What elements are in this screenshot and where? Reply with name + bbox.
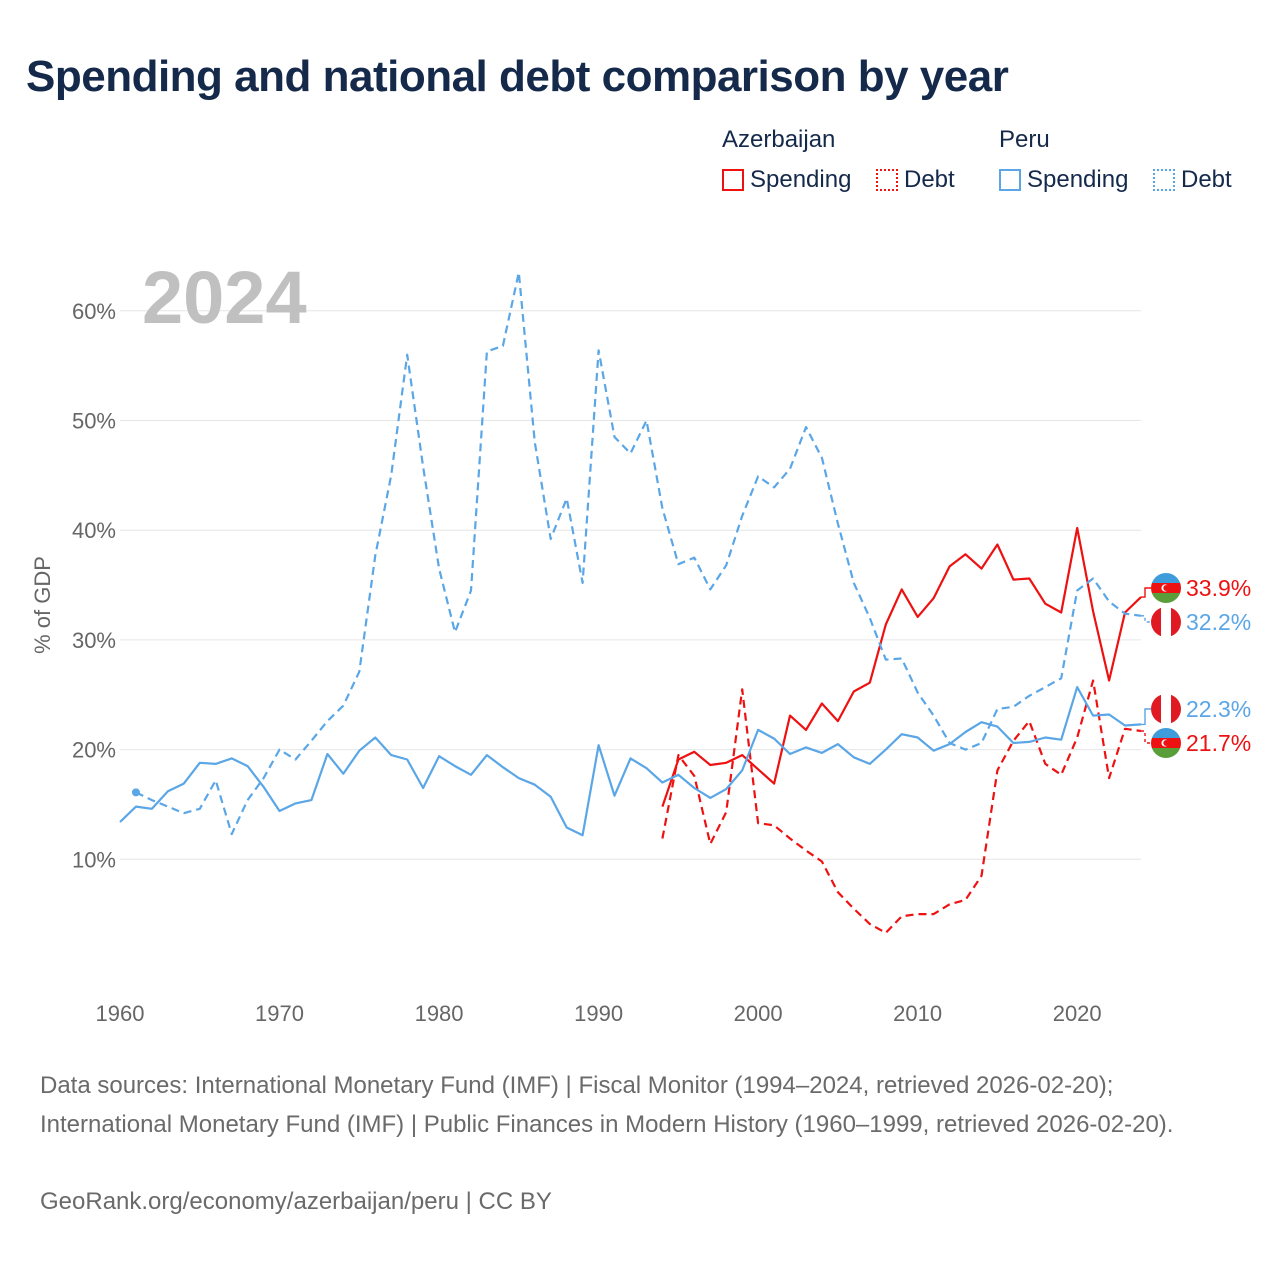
x-tick-label: 2000 [734, 1001, 783, 1026]
chart-title: Spending and national debt comparison by… [26, 52, 1009, 101]
peru-flag-icon [1151, 607, 1181, 637]
legend-item-peru-spending[interactable]: Spending [999, 166, 1128, 194]
legend-label: Spending [1027, 166, 1129, 193]
y-axis-label: % of GDP [30, 556, 55, 654]
x-tick-label: 1980 [415, 1001, 464, 1026]
end-label-peru-debt: 32.2% [1186, 609, 1251, 635]
x-tick-label: 1960 [96, 1001, 145, 1026]
series-start-marker [131, 788, 140, 797]
end-label-connector [1141, 730, 1151, 744]
legend-swatch-dotted [876, 169, 898, 191]
year-watermark: 2024 [142, 256, 307, 339]
legend-item-peru-debt[interactable]: Debt [1153, 166, 1232, 194]
series-line-azerbaijan-debt[interactable] [661, 679, 1142, 934]
y-tick-label: 10% [72, 847, 116, 872]
legend-group-peru: Peru [999, 126, 1050, 153]
line-chart: 2024 10% 20% 30% 40% 50% 60% 1960 1970 1980 1990… [30, 256, 1251, 1026]
x-tick-label: 1970 [255, 1001, 304, 1026]
end-label-azerbaijan-debt: 21.7% [1186, 730, 1251, 756]
series-line-azerbaijan-spending[interactable] [661, 526, 1142, 807]
y-tick-label: 30% [72, 628, 116, 653]
y-tick-label: 20% [72, 738, 116, 763]
end-label-connector [1141, 708, 1151, 726]
azerbaijan-flag-icon [1151, 573, 1181, 603]
y-tick-label: 60% [72, 299, 116, 324]
azerbaijan-flag-icon [1151, 728, 1181, 758]
legend-item-azerbaijan-debt[interactable]: Debt [876, 166, 955, 194]
x-tick-label: 1990 [574, 1001, 623, 1026]
end-label-connector [1141, 587, 1151, 598]
end-label-connector [1141, 615, 1151, 623]
peru-flag-icon [1151, 694, 1181, 724]
y-tick-label: 50% [72, 409, 116, 434]
series-line-peru-debt[interactable] [135, 271, 1142, 836]
legend-item-azerbaijan-spending[interactable]: Spending [722, 166, 851, 194]
legend-swatch-dotted [1153, 169, 1175, 191]
legend-swatch-solid [999, 169, 1021, 191]
legend-label: Debt [1181, 166, 1232, 193]
data-sources-note: Data sources: International Monetary Fun… [40, 1072, 1174, 1138]
legend-label: Spending [750, 166, 852, 193]
legend-swatch-solid [722, 169, 744, 191]
x-tick-label: 2010 [893, 1001, 942, 1026]
credit-link[interactable]: GeoRank.org/economy/azerbaijan/peru | CC… [40, 1188, 552, 1215]
legend-group-azerbaijan: Azerbaijan [722, 126, 836, 153]
y-tick-label: 40% [72, 518, 116, 543]
end-label-peru-spending: 22.3% [1186, 696, 1251, 722]
series-line-peru-spending[interactable] [119, 685, 1142, 837]
x-tick-label: 2020 [1053, 1001, 1102, 1026]
end-label-azerbaijan-spending: 33.9% [1186, 575, 1251, 601]
legend-label: Debt [904, 166, 955, 193]
